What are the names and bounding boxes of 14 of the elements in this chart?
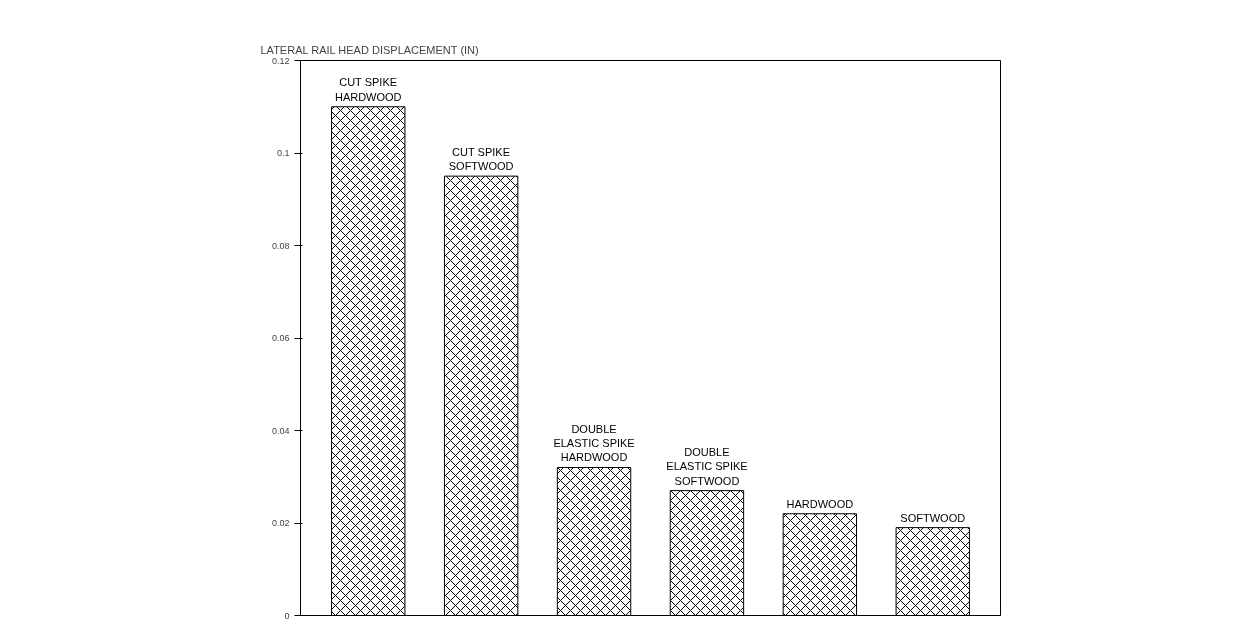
y-tick-label: 0.06 [271,333,290,343]
y-tick-label: 0.08 [271,240,290,251]
y-axis-title: LATERAL RAIL HEAD DISPLACEMENT (IN) [260,43,479,56]
x-tick-label: DOUBLE ELASTIC SPIKE SOFTWOOD [666,445,748,487]
x-tick-label: CUT SPIKE HARDWOOD [334,76,402,103]
y-tick-label: 0.12 [271,55,290,66]
x-tick-label: DOUBLE ELASTIC SPIKE HARDWOOD [553,422,635,464]
y-tick-label: 0.02 [271,518,290,528]
y-tick-label: 0 [284,610,290,621]
y-tick-label: 0.04 [271,425,290,436]
x-tick-label: SOFTWOOD [900,511,966,524]
x-tick-label: HARDWOOD [786,497,854,510]
x-tick-label: CUT SPIKE SOFTWOOD [448,145,514,173]
y-tick-label: 0.1 [276,148,290,158]
